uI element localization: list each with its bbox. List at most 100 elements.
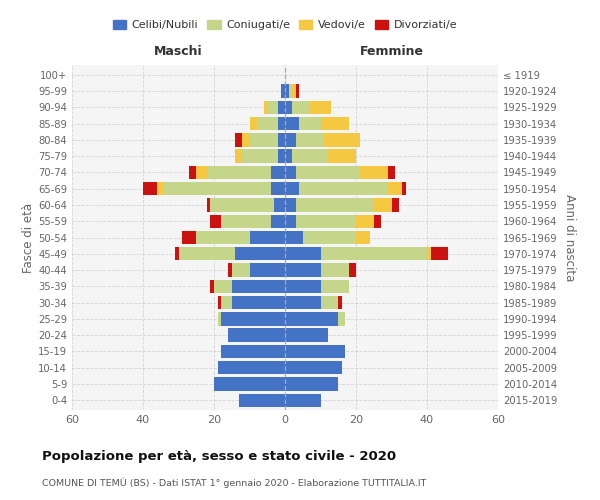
Bar — [221, 296, 232, 310]
Bar — [250, 264, 285, 276]
Bar — [214, 378, 285, 390]
Bar — [320, 247, 427, 260]
Bar — [285, 231, 303, 244]
Bar — [278, 117, 285, 130]
Bar — [264, 100, 267, 114]
Bar — [320, 264, 349, 276]
Bar — [271, 166, 285, 179]
Bar — [221, 214, 271, 228]
Bar — [292, 84, 296, 98]
Bar — [214, 280, 232, 293]
Bar — [296, 133, 324, 146]
Bar — [157, 182, 164, 196]
Bar — [232, 264, 250, 276]
Bar — [274, 198, 285, 211]
Bar — [374, 198, 392, 211]
Bar — [242, 133, 250, 146]
Bar — [359, 166, 388, 179]
Bar — [296, 198, 374, 211]
Bar — [328, 150, 356, 163]
Bar — [285, 312, 338, 326]
Bar — [292, 150, 328, 163]
Bar — [296, 84, 299, 98]
Bar — [221, 312, 285, 326]
Bar — [285, 328, 328, 342]
Bar — [250, 133, 278, 146]
Bar — [374, 214, 381, 228]
Bar — [296, 214, 356, 228]
Bar — [196, 166, 207, 179]
Bar — [392, 198, 398, 211]
Bar — [278, 100, 285, 114]
Bar — [281, 84, 285, 98]
Bar — [218, 312, 221, 326]
Bar — [285, 198, 296, 211]
Bar — [218, 296, 221, 310]
Bar — [296, 166, 359, 179]
Bar — [207, 166, 271, 179]
Bar — [299, 182, 388, 196]
Bar — [211, 198, 274, 211]
Bar — [285, 182, 299, 196]
Bar — [285, 247, 320, 260]
Bar — [278, 133, 285, 146]
Bar — [338, 296, 342, 310]
Bar — [189, 166, 196, 179]
Y-axis label: Anni di nascita: Anni di nascita — [563, 194, 576, 281]
Bar — [164, 182, 271, 196]
Bar — [228, 328, 285, 342]
Bar — [211, 214, 221, 228]
Bar — [349, 264, 356, 276]
Bar — [271, 182, 285, 196]
Bar — [250, 231, 285, 244]
Bar — [285, 296, 320, 310]
Bar — [285, 280, 320, 293]
Bar — [285, 214, 296, 228]
Text: COMUNE DI TEMÙ (BS) - Dati ISTAT 1° gennaio 2020 - Elaborazione TUTTITALIA.IT: COMUNE DI TEMÙ (BS) - Dati ISTAT 1° genn… — [42, 478, 427, 488]
Bar — [179, 247, 235, 260]
Bar — [232, 280, 285, 293]
Bar — [207, 198, 211, 211]
Bar — [239, 394, 285, 407]
Y-axis label: Fasce di età: Fasce di età — [22, 202, 35, 272]
Bar — [211, 280, 214, 293]
Bar — [299, 117, 320, 130]
Bar — [338, 312, 346, 326]
Bar — [388, 182, 402, 196]
Bar — [175, 247, 179, 260]
Bar — [285, 150, 292, 163]
Bar — [228, 264, 232, 276]
Bar — [218, 361, 285, 374]
Bar — [196, 231, 250, 244]
Bar — [232, 296, 285, 310]
Bar — [235, 247, 285, 260]
Text: Femmine: Femmine — [359, 45, 424, 58]
Bar — [320, 296, 338, 310]
Bar — [285, 394, 320, 407]
Bar — [289, 84, 292, 98]
Bar — [285, 264, 320, 276]
Bar — [285, 117, 299, 130]
Bar — [324, 133, 359, 146]
Bar — [427, 247, 431, 260]
Bar — [292, 100, 310, 114]
Bar — [320, 280, 349, 293]
Bar — [182, 231, 196, 244]
Text: Maschi: Maschi — [154, 45, 203, 58]
Bar — [431, 247, 448, 260]
Bar — [285, 166, 296, 179]
Text: Popolazione per età, sesso e stato civile - 2020: Popolazione per età, sesso e stato civil… — [42, 450, 396, 463]
Legend: Celibi/Nubili, Coniugati/e, Vedovi/e, Divorziati/e: Celibi/Nubili, Coniugati/e, Vedovi/e, Di… — [109, 16, 461, 34]
Bar — [285, 361, 342, 374]
Bar — [285, 84, 289, 98]
Bar — [388, 166, 395, 179]
Bar — [267, 100, 278, 114]
Bar — [278, 150, 285, 163]
Bar — [143, 182, 157, 196]
Bar — [250, 117, 257, 130]
Bar — [285, 133, 296, 146]
Bar — [303, 231, 356, 244]
Bar — [257, 117, 278, 130]
Bar — [285, 378, 338, 390]
Bar — [235, 133, 242, 146]
